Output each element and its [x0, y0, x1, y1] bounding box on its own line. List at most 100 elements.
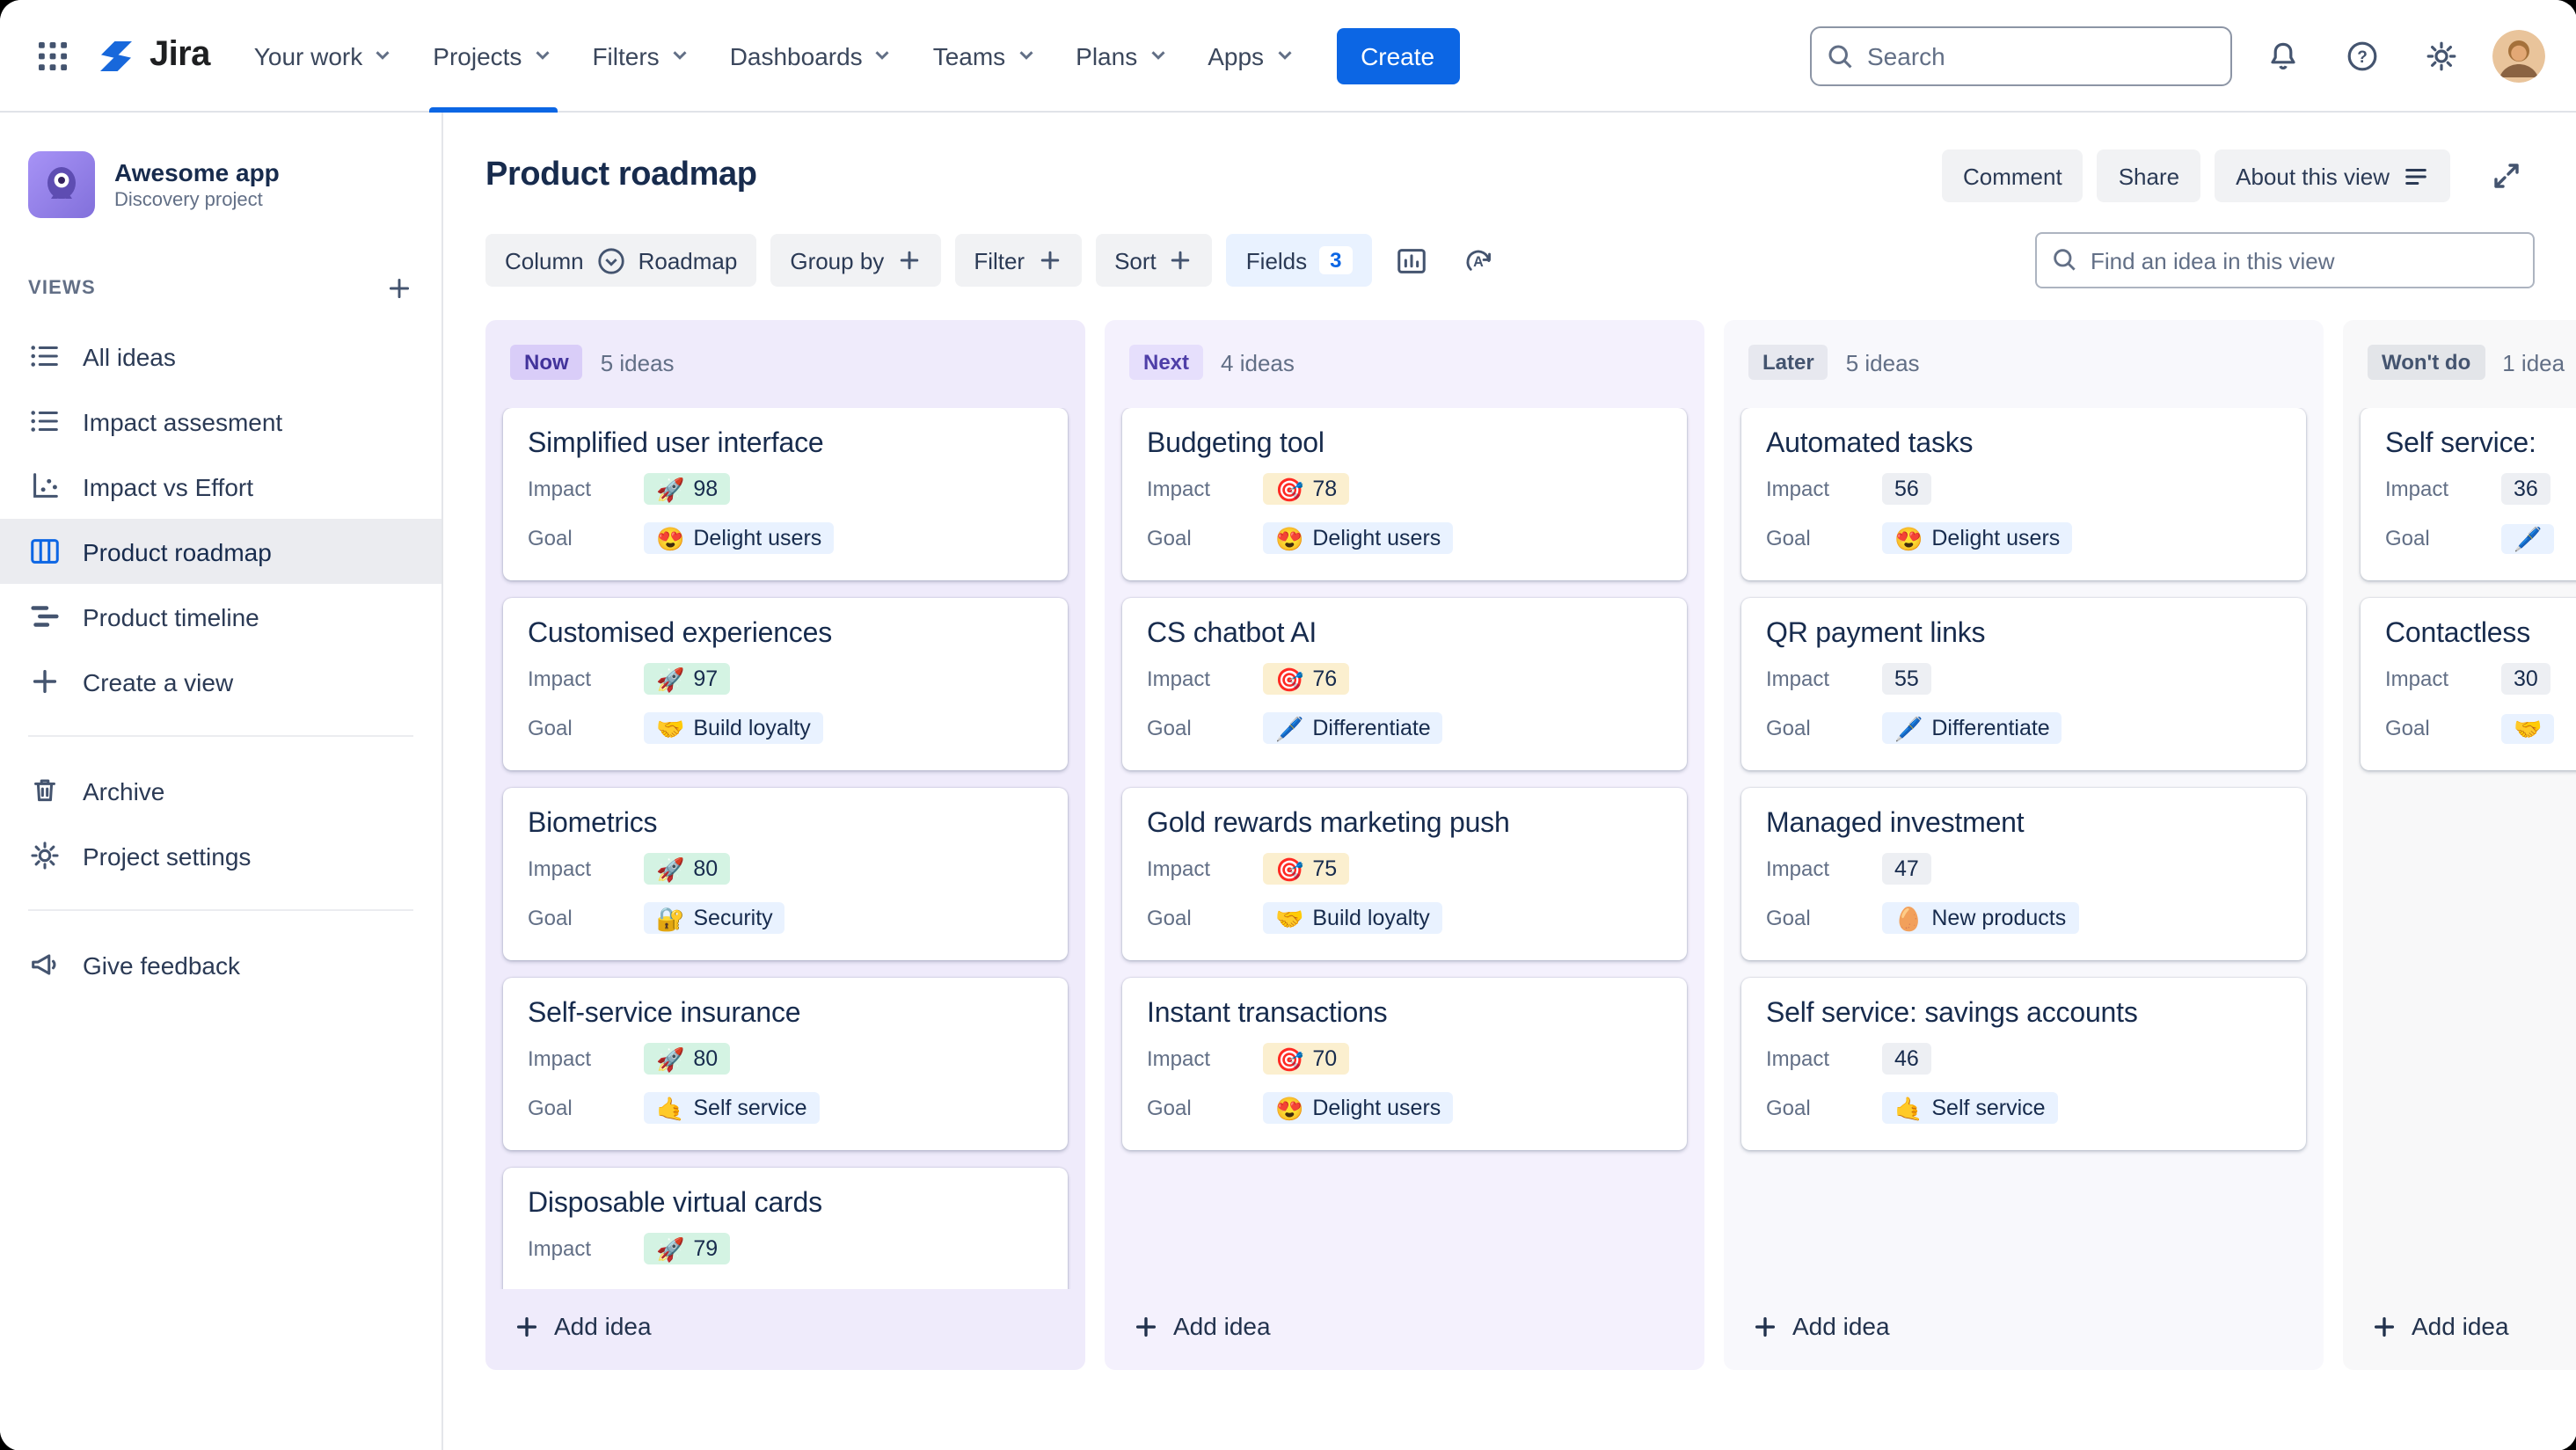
nav-item-apps[interactable]: Apps [1188, 0, 1315, 112]
sort-button[interactable]: Sort [1095, 234, 1213, 287]
idea-card[interactable]: Gold rewards marketing push Impact 🎯 75 … [1122, 788, 1687, 960]
idea-card[interactable]: Contactless Impact 30 Goal 🤝 [2361, 598, 2576, 770]
nav-label: Dashboards [729, 41, 863, 69]
jira-logo-icon [100, 40, 132, 70]
global-search-input[interactable] [1809, 26, 2231, 85]
group-by-button[interactable]: Group by [770, 234, 941, 287]
idea-card[interactable]: Disposable virtual cards Impact 🚀 79 Goa… [503, 1168, 1068, 1289]
insights-button[interactable] [1386, 234, 1439, 287]
board-column: Next 4 ideas Budgeting tool Impact 🎯 78 … [1105, 320, 1704, 1370]
idea-card[interactable]: Automated tasks Impact 56 Goal 😍 Delight… [1741, 408, 2306, 580]
impact-badge: 🚀 97 [644, 663, 731, 695]
sidebar-item-archive[interactable]: Archive [0, 758, 441, 823]
impact-badge: 🚀 80 [644, 853, 731, 885]
add-idea-button[interactable]: Add idea [500, 1296, 1071, 1356]
idea-card[interactable]: Managed investment Impact 47 Goal 🥚 New … [1741, 788, 2306, 960]
nav-item-filters[interactable]: Filters [573, 0, 710, 112]
goal-emoji: 😍 [1275, 1095, 1304, 1121]
project-header[interactable]: Awesome app Discovery project [0, 144, 441, 236]
impact-badge: 56 [1882, 473, 1931, 505]
column-status-badge: Won't do [2368, 345, 2485, 380]
goal-badge: 🤝 Build loyalty [644, 712, 823, 744]
idea-title: Self service: savings accounts [1766, 999, 2138, 1029]
idea-card[interactable]: Instant transactions Impact 🎯 70 Goal 😍 … [1122, 978, 1687, 1150]
lines-icon [2405, 168, 2426, 184]
idea-card[interactable]: CS chatbot AI Impact 🎯 76 Goal 🖊️ Differ… [1122, 598, 1687, 770]
add-idea-button[interactable]: Add idea [2357, 1296, 2576, 1356]
add-idea-button[interactable]: Add idea [1119, 1296, 1690, 1356]
idea-title: Simplified user interface [528, 429, 824, 459]
impact-badge: 47 [1882, 853, 1931, 885]
create-button[interactable]: Create [1336, 27, 1460, 84]
sidebar-item-impact-vs-effort[interactable]: Impact vs Effort [0, 454, 441, 519]
idea-title: Automated tasks [1766, 429, 1974, 459]
share-button[interactable]: Share [2097, 149, 2201, 202]
plus-icon [1755, 1315, 1776, 1337]
goal-row: Goal 😍 Delight users [1766, 517, 2281, 559]
sidebar-item-create-a-view[interactable]: Create a view [0, 649, 441, 714]
idea-card[interactable]: Self service: savings accounts Impact 46… [1741, 978, 2306, 1150]
idea-card[interactable]: QR payment links Impact 55 Goal 🖊️ Diffe… [1741, 598, 2306, 770]
project-titles: Awesome app Discovery project [114, 158, 280, 211]
sidebar-item-label: Product roadmap [83, 537, 272, 565]
fullscreen-button[interactable] [2477, 148, 2534, 204]
impact-emoji: 🚀 [656, 666, 685, 692]
sidebar-item-label: Product timeline [83, 602, 259, 630]
sidebar-item-product-timeline[interactable]: Product timeline [0, 584, 441, 649]
impact-badge: 🚀 80 [644, 1043, 731, 1075]
nav-item-teams[interactable]: Teams [914, 0, 1056, 112]
sidebar-item-impact-assesment[interactable]: Impact assesment [0, 389, 441, 454]
idea-card[interactable]: Self-service insurance Impact 🚀 80 Goal … [503, 978, 1068, 1150]
jira-logo[interactable]: Jira [95, 34, 210, 77]
impact-emoji: 🚀 [656, 856, 685, 882]
megaphone-icon [32, 954, 56, 975]
goal-value: Delight users [1312, 1096, 1441, 1120]
app-switcher-button[interactable] [25, 27, 81, 84]
idea-card[interactable]: Biometrics Impact 🚀 80 Goal 🔐 Security [503, 788, 1068, 960]
column-header: Now 5 ideas [500, 334, 1071, 390]
impact-value: 80 [693, 856, 719, 881]
fields-button[interactable]: Fields 3 [1226, 234, 1372, 287]
nav-item-your-work[interactable]: Your work [235, 0, 414, 112]
nav-label: Plans [1076, 41, 1138, 69]
sidebar: Awesome app Discovery project VIEWS All … [0, 113, 443, 1450]
idea-card[interactable]: Self service: Impact 36 Goal 🖊️ [2361, 408, 2576, 580]
sidebar-item-give-feedback[interactable]: Give feedback [0, 932, 441, 997]
view-toolbar: Column Roadmap Group by Filter Sort [443, 211, 2576, 288]
nav-item-plans[interactable]: Plans [1056, 0, 1188, 112]
nav-item-dashboards[interactable]: Dashboards [711, 0, 914, 112]
impact-field-label: Impact [1147, 477, 1211, 501]
idea-card[interactable]: Simplified user interface Impact 🚀 98 Go… [503, 408, 1068, 580]
comment-button[interactable]: Comment [1942, 149, 2083, 202]
filter-button[interactable]: Filter [954, 234, 1082, 287]
sidebar-item-product-roadmap[interactable]: Product roadmap [0, 519, 441, 584]
impact-row: Impact 🎯 76 [1147, 658, 1662, 700]
main-content: Product roadmap Comment Share About this… [443, 113, 2576, 1450]
impact-badge: 🎯 76 [1263, 663, 1350, 695]
about-this-view-button[interactable]: About this view [2215, 149, 2449, 202]
goal-badge: 🤙 Self service [1882, 1092, 2058, 1124]
help-button[interactable]: ? [2333, 27, 2390, 84]
user-avatar[interactable] [2492, 29, 2544, 82]
goal-badge: 🔐 Security [644, 902, 785, 934]
idea-card[interactable]: Budgeting tool Impact 🎯 78 Goal 😍 Deligh… [1122, 408, 1687, 580]
goal-row: Goal 😍 Delight users [528, 517, 1043, 559]
notifications-button[interactable] [2254, 27, 2310, 84]
column-selector[interactable]: Column Roadmap [485, 234, 757, 287]
column-cards: Self service: Impact 36 Goal 🖊️ Contactl… [2357, 408, 2576, 1289]
find-idea-input[interactable] [2034, 232, 2534, 288]
sidebar-item-all-ideas[interactable]: All ideas [0, 324, 441, 389]
nav-item-projects[interactable]: Projects [413, 0, 573, 112]
add-view-button[interactable] [378, 267, 420, 310]
settings-button[interactable] [2412, 27, 2469, 84]
goal-badge: 🖊️ Differentiate [1263, 712, 1443, 744]
column-header: Won't do 1 idea [2357, 334, 2576, 390]
view-actions: Comment Share About this view [1942, 148, 2534, 204]
goal-badge: 🥚 New products [1882, 902, 2079, 934]
fields-label: Fields [1245, 247, 1308, 273]
auto-sort-button[interactable]: A [1453, 234, 1506, 287]
idea-card[interactable]: Customised experiences Impact 🚀 97 Goal … [503, 598, 1068, 770]
sidebar-item-project-settings[interactable]: Project settings [0, 823, 441, 888]
add-idea-button[interactable]: Add idea [1738, 1296, 2310, 1356]
avatar-image [2492, 29, 2544, 82]
